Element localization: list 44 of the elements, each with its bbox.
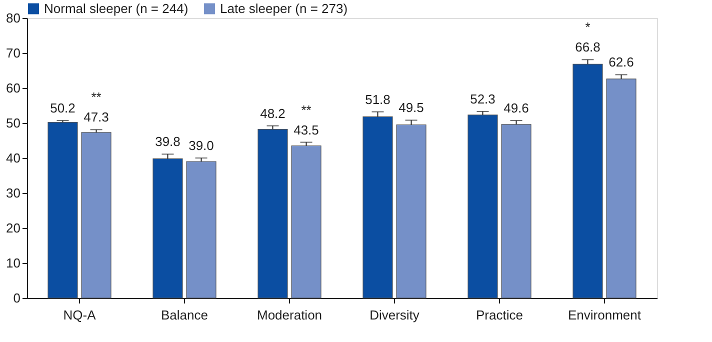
bar xyxy=(186,161,216,298)
bar xyxy=(362,116,393,298)
data-label: 43.5 xyxy=(294,122,319,138)
y-tick-label: 20 xyxy=(6,220,20,236)
x-tick-label: Environment xyxy=(568,308,642,322)
y-tick-label: 30 xyxy=(6,186,20,200)
bar xyxy=(606,78,636,298)
data-label: 51.8 xyxy=(365,92,390,107)
annotation: * xyxy=(585,20,590,35)
legend-label: Late sleeper (n = 273) xyxy=(220,0,348,16)
data-label: 47.3 xyxy=(84,110,109,125)
data-label: 52.3 xyxy=(470,91,496,106)
y-tick-label: 50 xyxy=(6,116,20,130)
x-tick-label: Balance xyxy=(161,308,208,322)
data-label: 66.8 xyxy=(575,40,600,55)
y-tick-label: 80 xyxy=(6,10,20,26)
y-tick-label: 70 xyxy=(6,46,20,60)
x-tick-label: NQ-A xyxy=(63,308,96,322)
data-label: 49.6 xyxy=(504,100,529,116)
x-tick-label: Practice xyxy=(476,308,523,322)
bar xyxy=(291,145,322,298)
bar xyxy=(572,64,603,298)
bar xyxy=(258,129,288,298)
legend-label: Normal sleeper (n = 244) xyxy=(44,0,188,16)
data-label: 49.5 xyxy=(398,100,424,116)
y-tick-label: 10 xyxy=(6,256,20,270)
y-tick-label: 0 xyxy=(13,290,20,306)
bar xyxy=(48,122,78,298)
bar xyxy=(152,158,183,298)
data-label: 39.8 xyxy=(155,134,180,150)
bar xyxy=(81,132,112,298)
annotation: ** xyxy=(91,90,102,105)
data-label: 62.6 xyxy=(608,54,634,70)
data-label: 48.2 xyxy=(260,106,286,121)
x-tick-label: Diversity xyxy=(370,308,420,322)
x-tick-label: Moderation xyxy=(256,308,322,322)
data-label: 39.0 xyxy=(188,138,214,153)
y-tick-label: 60 xyxy=(6,80,20,96)
bar xyxy=(396,124,426,298)
data-label: 50.2 xyxy=(50,100,76,116)
annotation: ** xyxy=(301,102,312,118)
y-tick-label: 40 xyxy=(6,150,20,166)
bar xyxy=(501,124,532,298)
bar xyxy=(468,114,498,298)
